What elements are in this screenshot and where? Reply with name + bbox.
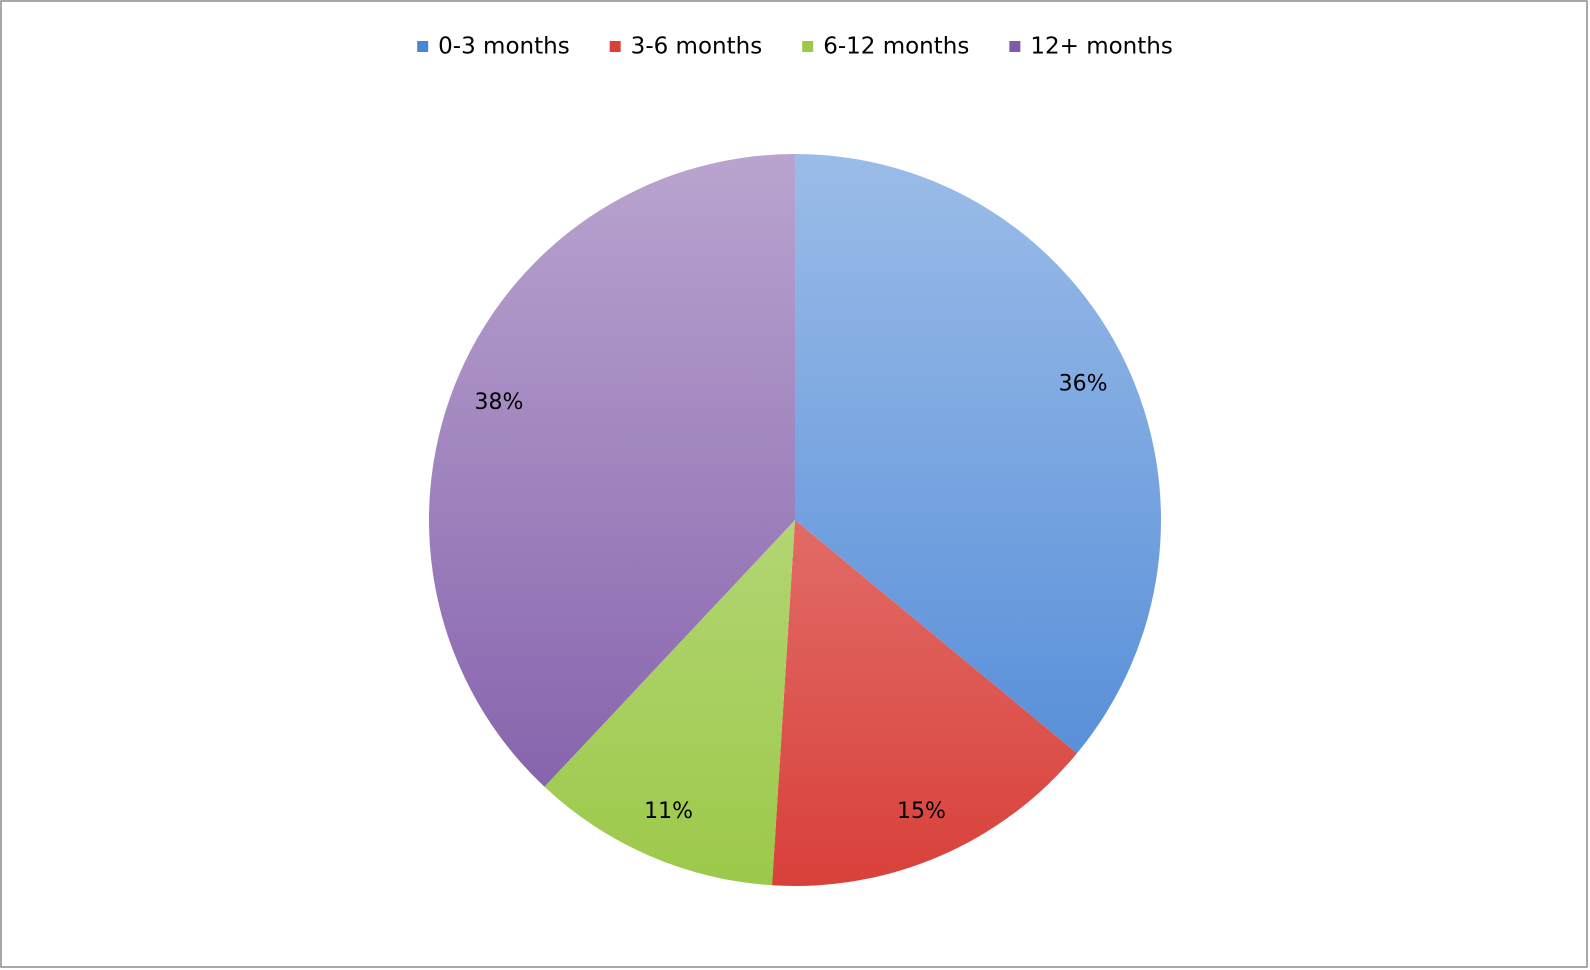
legend-text: 3-6 months [631, 34, 763, 60]
pie-slice [795, 154, 1161, 754]
data-label: 15% [897, 799, 946, 824]
data-label: 36% [1059, 371, 1108, 396]
legend-text: 0-3 months [438, 34, 570, 60]
pie-slice [429, 154, 795, 787]
data-label: 11% [644, 799, 693, 824]
legend-swatch [802, 41, 814, 52]
legend-text: 6-12 months [823, 34, 969, 60]
legend-text: 12+ months [1030, 34, 1172, 60]
data-label: 38% [474, 390, 523, 415]
legend-swatch [1009, 41, 1021, 52]
pie-slice [544, 520, 795, 886]
legend-swatch [609, 41, 621, 52]
pie-slice [772, 520, 1078, 887]
legend: 0-3 months 3-6 months 6-12 months 12+ month… [417, 34, 1173, 60]
legend-swatch [417, 41, 429, 52]
